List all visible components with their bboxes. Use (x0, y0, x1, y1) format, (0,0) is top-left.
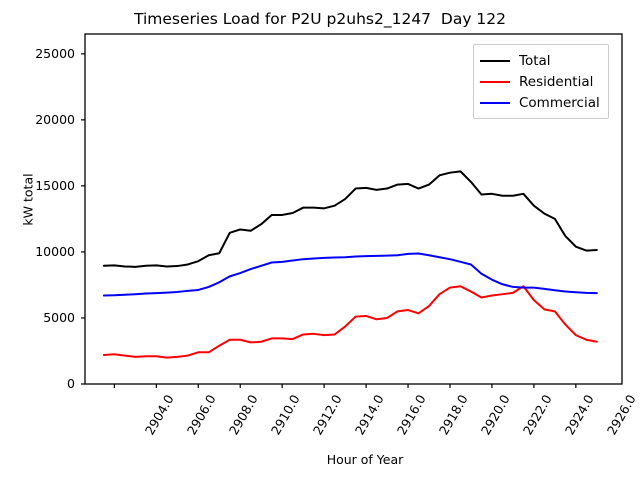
legend-item-total[interactable]: Total (480, 50, 600, 71)
y-tick-label: 5000 (43, 309, 75, 325)
plot-frame (84, 33, 623, 385)
legend-label: Commercial (519, 94, 600, 111)
legend-item-residential[interactable]: Residential (480, 71, 600, 92)
series-line-residential (102, 285, 598, 359)
chart-legend: Total Residential Commercial (473, 44, 609, 119)
legend-label: Residential (519, 73, 594, 90)
series-line-commercial (102, 252, 598, 297)
y-tick-label: 15000 (35, 177, 75, 193)
x-axis-label: Hour of Year (326, 452, 404, 467)
legend-item-commercial[interactable]: Commercial (480, 92, 600, 113)
series-line-total (102, 170, 598, 268)
y-axis-label: kW total (20, 173, 36, 226)
legend-swatch-total (480, 59, 510, 62)
legend-swatch-residential (480, 80, 510, 83)
y-tick-label: 0 (67, 376, 75, 391)
y-tick-label: 10000 (35, 243, 75, 259)
chart-title: Timeseries Load for P2U p2uhs2_1247 Day … (133, 10, 507, 28)
y-tick-label: 20000 (35, 111, 75, 127)
legend-swatch-commercial (480, 101, 510, 104)
legend-label: Total (519, 52, 551, 69)
y-tick-label: 25000 (35, 45, 75, 61)
